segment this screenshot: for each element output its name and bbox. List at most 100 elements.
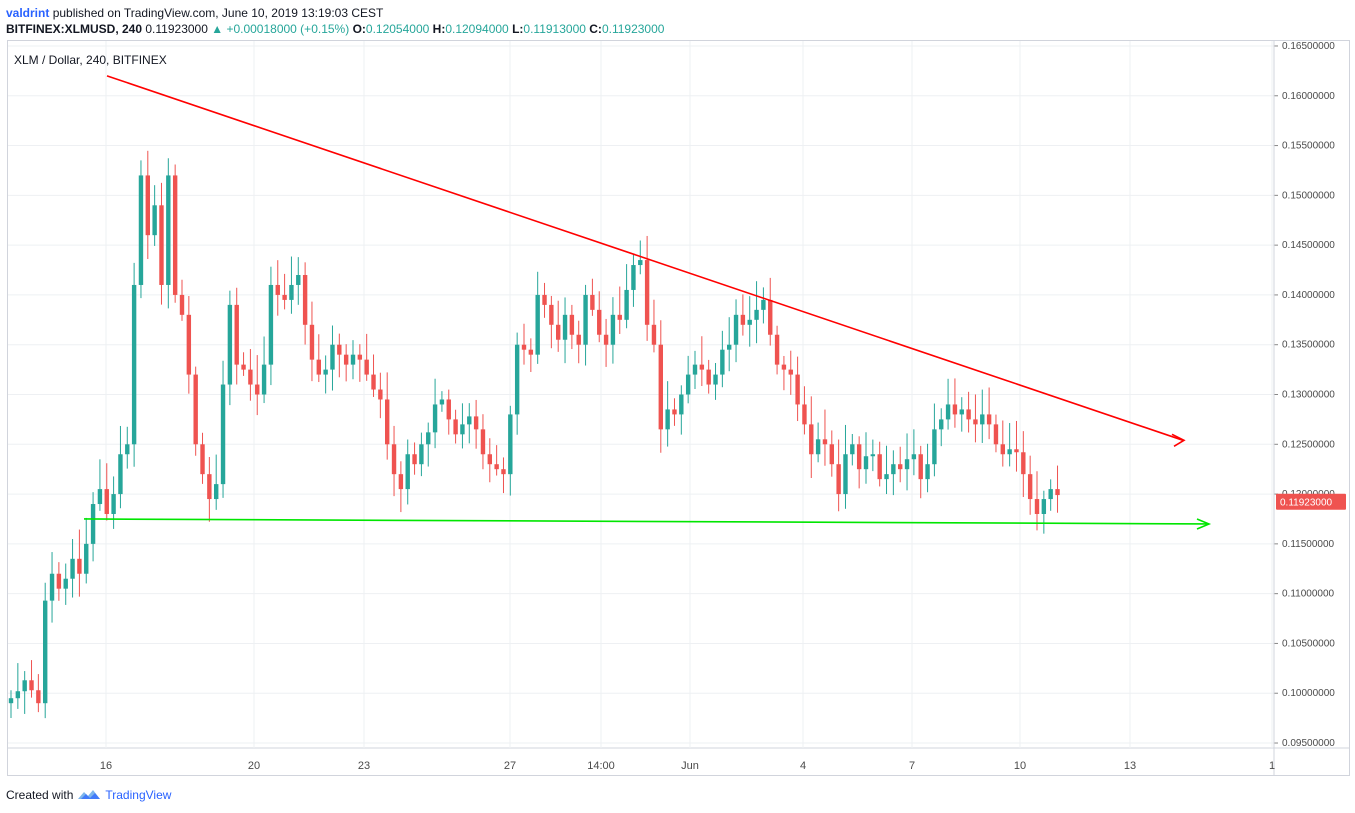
candle-body — [1007, 449, 1012, 455]
candle-body — [706, 369, 711, 385]
candle-body — [97, 489, 103, 505]
candle-body — [179, 294, 185, 315]
candle-body — [836, 464, 841, 495]
candle-body — [439, 399, 445, 405]
candle-body — [36, 690, 41, 704]
last-price-tag-label: 0.11923000 — [1280, 498, 1333, 509]
y-tick-label: 0.09500000 — [1282, 738, 1335, 749]
candle-body — [337, 344, 342, 355]
price-change: ▲ +0.00018000 (+0.15%) — [211, 22, 350, 36]
candle-body — [323, 369, 328, 375]
horizontal-support-line — [83, 518, 1209, 525]
author-link[interactable]: valdrint — [6, 6, 50, 20]
candle-body — [788, 369, 793, 375]
candle-body — [145, 175, 150, 236]
candle-body — [70, 558, 75, 579]
open-value: 0.12054000 — [365, 22, 430, 36]
candle-body — [56, 573, 62, 589]
candle-body — [343, 354, 349, 365]
candle-body — [679, 394, 684, 415]
candle-body — [487, 454, 492, 465]
candle-body — [583, 294, 588, 345]
candle-body — [528, 349, 534, 355]
candle-body — [829, 444, 834, 465]
x-tick-label: 16 — [100, 760, 112, 772]
candle-body — [364, 359, 369, 375]
candle-body — [378, 389, 383, 400]
candle-body — [480, 429, 486, 455]
low-label: L: — [512, 22, 524, 36]
tradingview-logo-icon — [78, 790, 101, 799]
high-value: 0.12094000 — [445, 22, 509, 36]
candle-body — [911, 454, 917, 460]
candle-body — [672, 409, 677, 415]
candle-body — [391, 444, 397, 475]
x-tick-label: 23 — [358, 760, 370, 772]
candle-body — [822, 439, 828, 445]
candle-body — [966, 409, 971, 420]
candle-body — [227, 304, 233, 385]
candle-body — [898, 464, 903, 470]
candle-body — [542, 294, 547, 305]
candle-body — [15, 691, 21, 699]
candle-body — [638, 260, 643, 266]
candle-body — [904, 459, 910, 470]
candle-body — [241, 364, 246, 370]
candle-body — [261, 364, 267, 395]
tradingview-link[interactable]: TradingView — [105, 788, 172, 802]
candle-body — [863, 456, 869, 470]
candle-body — [255, 384, 260, 395]
candle-body — [720, 349, 725, 375]
y-tick-label: 0.11500000 — [1282, 539, 1335, 550]
candle-body — [494, 464, 499, 470]
low-value: 0.11913000 — [523, 22, 586, 36]
candle-body — [986, 414, 992, 425]
candle-body — [665, 409, 670, 430]
candle-body — [549, 304, 554, 325]
candle-body — [651, 324, 657, 345]
candle-body — [84, 543, 89, 574]
candle-body — [501, 469, 506, 475]
candle-body — [631, 265, 636, 290]
candle-body — [234, 304, 239, 365]
x-tick-label: 14:00 — [587, 760, 615, 772]
candle-body — [781, 364, 787, 370]
x-tick-label: 13 — [1124, 760, 1136, 772]
candle-body — [166, 175, 171, 285]
candle-body — [63, 578, 68, 589]
candle-body — [562, 314, 568, 340]
candle-body — [727, 344, 732, 350]
candle-body — [200, 444, 205, 475]
candle-body — [371, 374, 376, 390]
candle-body — [460, 424, 465, 435]
candle-body — [891, 464, 896, 475]
candle-body — [932, 429, 937, 465]
y-tick-label: 0.10000000 — [1282, 688, 1335, 699]
chart-frame[interactable] — [7, 40, 1350, 776]
candle-body — [973, 419, 978, 425]
candle-body — [426, 432, 431, 445]
candle-body — [1055, 489, 1060, 496]
candle-body — [1034, 499, 1040, 514]
candle-body — [453, 419, 458, 435]
candle-body — [713, 374, 718, 385]
descending-resistance-line — [106, 75, 1184, 442]
candle-body — [309, 324, 315, 360]
candle-body — [111, 494, 116, 514]
candle-body — [467, 416, 472, 425]
candle-body — [1041, 499, 1047, 514]
published-text: published on TradingView.com, June 10, 2… — [52, 6, 384, 20]
x-tick-label: 10 — [1014, 760, 1026, 772]
candle-body — [1048, 489, 1053, 500]
candle-body — [43, 600, 48, 704]
candle-body — [405, 454, 410, 490]
candle-body — [268, 284, 274, 365]
y-tick-label: 0.14500000 — [1282, 240, 1335, 251]
candle-body — [692, 364, 698, 375]
candle-body — [740, 314, 746, 325]
candle-body — [870, 454, 876, 457]
candle-body — [556, 324, 561, 340]
candle-body — [29, 680, 34, 691]
candle-body — [473, 416, 479, 430]
